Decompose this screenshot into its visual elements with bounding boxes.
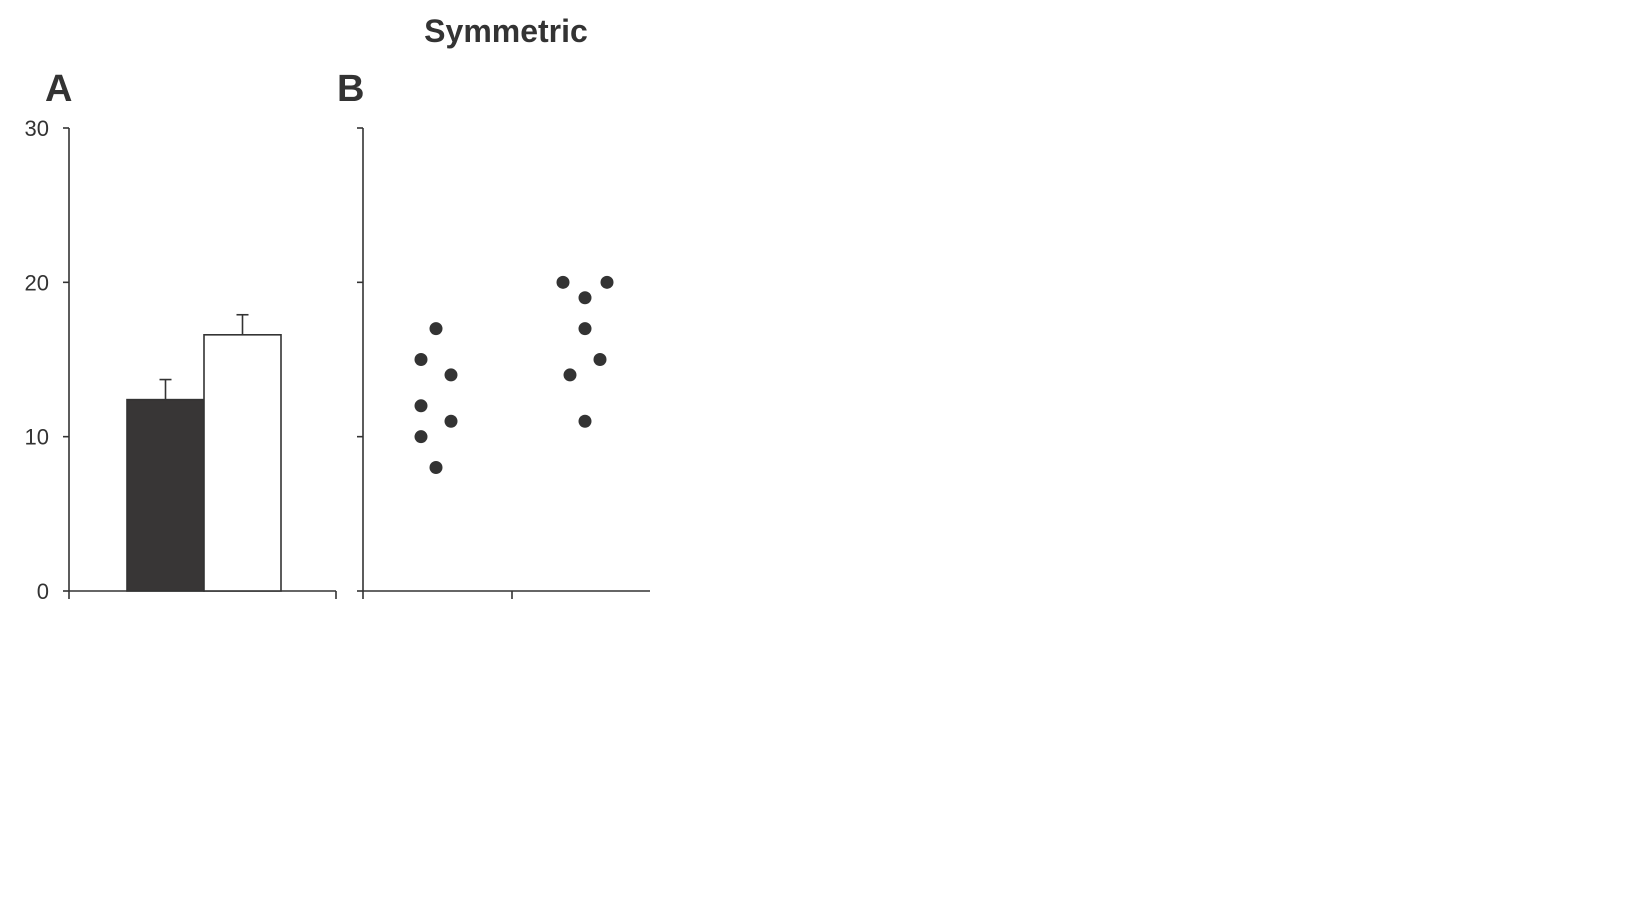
panel-b-data-point xyxy=(429,461,443,475)
panel-a-bar xyxy=(203,334,282,592)
panel-b-data-point xyxy=(556,275,570,289)
panel-b-label: B xyxy=(337,68,364,110)
panel-a-bar-chart: A 0 10 20 30 xyxy=(25,68,337,604)
panel-a-y-tick-label: 10 xyxy=(25,425,49,450)
panel-b-dot-plot: B xyxy=(337,68,650,599)
panel-b-data-point xyxy=(429,322,443,336)
panel-a-y-tick-label: 0 xyxy=(37,579,49,604)
panel-b-data-point xyxy=(578,322,592,336)
panel-a-y-tick-label: 20 xyxy=(25,270,49,295)
panel-b-data-point xyxy=(444,368,458,382)
panel-b-data-point xyxy=(414,430,428,444)
panel-b-data-point xyxy=(593,353,607,366)
panel-a-label: A xyxy=(45,68,72,110)
panel-b-data-point xyxy=(414,353,428,366)
figure-title: Symmetric xyxy=(424,13,588,49)
panel-b-data-point xyxy=(444,414,458,428)
panel-a-bar xyxy=(126,398,205,592)
panel-b-data-point xyxy=(563,368,577,382)
panel-b-data-point xyxy=(600,275,614,289)
panel-b-data-point xyxy=(578,414,592,428)
panel-b-data-point xyxy=(414,399,428,413)
panel-b-data-point xyxy=(578,291,592,305)
panel-a-y-tick-label: 30 xyxy=(25,116,49,141)
